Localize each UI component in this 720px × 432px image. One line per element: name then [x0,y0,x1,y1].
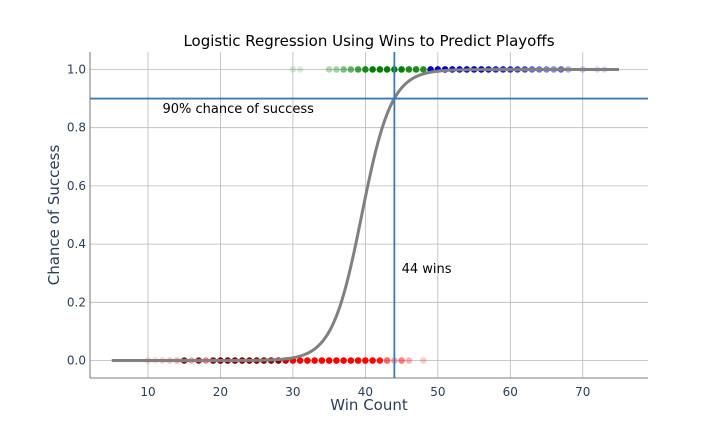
failure-point [340,357,347,364]
success-point [369,66,376,73]
chart-title: Logistic Regression Using Wins to Predic… [183,32,554,50]
y-tick-label: 0.2 [67,295,86,309]
y-tick-label: 0.6 [67,179,86,193]
failure-point [325,357,333,364]
x-tick-label: 30 [285,385,300,399]
x-tick-label: 50 [430,385,445,399]
failure-point [383,357,391,364]
failure-point [296,357,304,364]
failure-point [311,357,318,364]
x-axis-label: Win Count [330,396,408,414]
failure-point [376,357,384,364]
success-point [340,66,347,73]
y-tick-labels: 0.0 0.2 0.4 0.6 0.8 1.0 [67,62,86,367]
failure-point [405,357,413,364]
annotation-44-wins: 44 wins [402,262,452,277]
success-point [412,66,420,73]
y-tick-label: 0.8 [67,121,86,135]
success-point [289,66,297,73]
success-point [333,66,340,73]
y-tick-label: 0.4 [67,237,86,251]
x-tick-labels: 10 20 30 40 50 60 70 [140,385,590,399]
failure-point [420,357,427,364]
success-point [398,66,405,73]
failure-point [318,357,326,364]
failure-point [347,357,355,364]
y-tick-label: 1.0 [67,62,86,76]
success-point [376,66,384,73]
x-tick-label: 10 [140,385,155,399]
failure-point [369,357,376,364]
y-tick-label: 0.0 [67,354,86,368]
reference-lines [90,52,648,378]
success-point [362,66,369,73]
failure-point [354,357,362,364]
failure-point [304,357,311,364]
y-axis-label: Chance of Success [45,145,63,286]
annotations: 90% chance of success 44 wins [162,102,451,277]
success-point [383,66,391,73]
failure-point [362,357,369,364]
x-tick-label: 70 [575,385,590,399]
x-tick-label: 40 [358,385,373,399]
success-point [405,66,413,73]
x-tick-label: 60 [503,385,518,399]
success-point [325,66,333,73]
annotation-90-percent: 90% chance of success [162,102,314,117]
failure-point [398,357,405,364]
success-point [420,66,427,73]
x-tick-label: 20 [213,385,228,399]
axis-spines [89,52,648,379]
gridlines [90,52,648,378]
success-point [347,66,355,73]
failure-point [333,357,340,364]
success-point [296,66,304,73]
success-point [354,66,362,73]
logistic-curve [111,67,620,363]
